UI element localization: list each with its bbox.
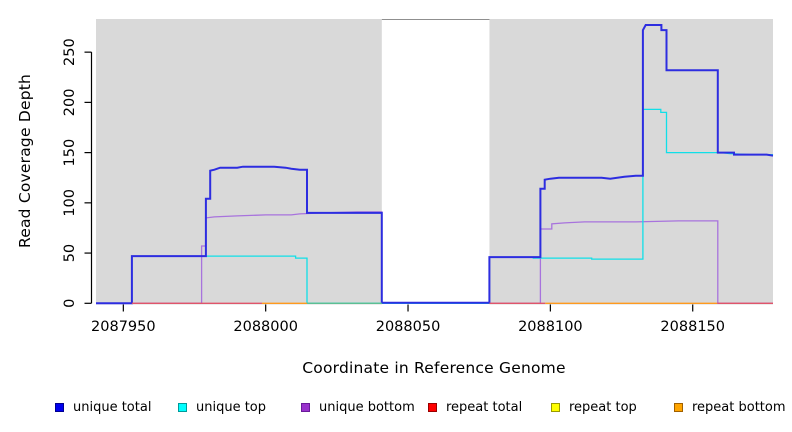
legend: unique total unique top unique bottom re… (0, 396, 792, 420)
y-tick-label: 250 (62, 38, 78, 66)
legend-item-unique-bottom: unique bottom (301, 396, 415, 418)
repeat-top-swatch-icon (551, 402, 560, 412)
legend-item-repeat-total: repeat total (428, 396, 522, 418)
repeat-total-swatch-icon (428, 402, 437, 412)
unique-total-swatch-icon (55, 402, 64, 412)
series-unique-total (96, 24, 774, 305)
repeat-bottom-swatch-icon (674, 402, 683, 412)
legend-item-repeat-bottom: repeat bottom (674, 396, 786, 418)
series-unique-top (96, 108, 773, 304)
x-tick-label: 2088000 (233, 319, 298, 335)
y-tick-label: 0 (62, 299, 78, 308)
y-axis-title: Read Coverage Depth (16, 73, 34, 249)
legend-item-unique-top: unique top (178, 396, 266, 418)
unique-bottom-swatch-icon (301, 402, 310, 412)
y-tick-label: 100 (62, 189, 78, 217)
legend-item-unique-total: unique total (55, 396, 151, 418)
legend-label: repeat total (446, 399, 523, 415)
y-tick-label: 200 (62, 89, 78, 117)
x-tick-label: 2088150 (660, 319, 725, 335)
y-tick-label: 150 (62, 139, 78, 167)
x-tick-label: 2088100 (518, 319, 583, 335)
legend-label: unique bottom (319, 399, 415, 415)
legend-label: repeat bottom (692, 399, 786, 415)
legend-label: unique total (73, 399, 152, 415)
unique-top-swatch-icon (178, 402, 187, 412)
y-tick-label: 50 (62, 244, 78, 262)
x-tick-label: 2087950 (91, 319, 156, 335)
legend-item-repeat-top: repeat top (551, 396, 637, 418)
legend-label: repeat top (569, 399, 637, 415)
no-data-band (381, 19, 490, 305)
x-axis-title: Coordinate in Reference Genome (302, 359, 566, 377)
legend-label: unique top (196, 399, 267, 415)
x-tick-label: 2088050 (376, 319, 441, 335)
